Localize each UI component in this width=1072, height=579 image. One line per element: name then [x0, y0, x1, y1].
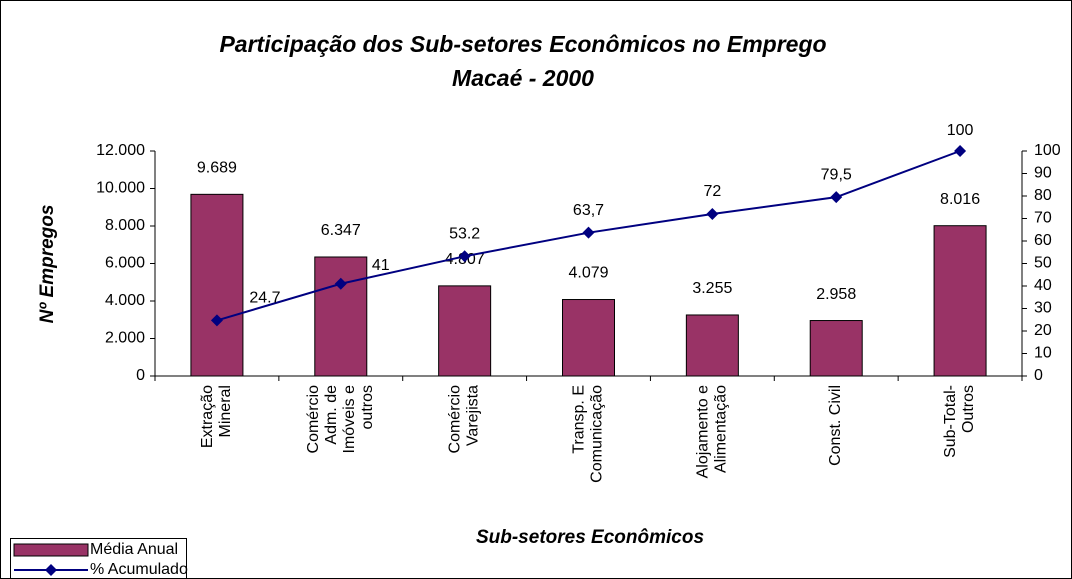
y2-tick-label: 0: [1034, 367, 1043, 384]
y2-tick-label: 80: [1034, 187, 1052, 204]
line-value-label: 24.7: [249, 290, 280, 307]
y-tick-label: 12.000: [96, 142, 145, 159]
y2-tick-label: 20: [1034, 322, 1052, 339]
x-tick-label: Transp. E Comunicação: [570, 385, 606, 483]
legend-swatch: [13, 543, 89, 557]
x-tick-label: Alojamento e Alimentação: [694, 385, 730, 479]
line-value-label: 79,5: [821, 166, 852, 183]
bar: [190, 193, 244, 377]
legend-label: Média Anual: [90, 541, 178, 558]
line-value-label: 100: [947, 122, 974, 139]
y2-tick-label: 60: [1034, 232, 1052, 249]
y2-tick-label: 90: [1034, 165, 1052, 182]
x-tick-label: Extração Mineral: [198, 385, 234, 449]
bar: [809, 320, 863, 377]
line-marker: [458, 250, 471, 263]
bar-value-label: 6.347: [321, 222, 361, 239]
chart-subtitle: Macaé - 2000: [452, 65, 594, 91]
line-value-label: 72: [703, 183, 721, 200]
y-tick-label: 2.000: [105, 330, 145, 347]
x-tick-label: Comércio Adm. de Imóveis e outros: [304, 385, 376, 454]
bar: [933, 225, 987, 377]
x-axis-label: Sub-setores Econômicos: [476, 527, 704, 548]
y2-tick-label: 50: [1034, 255, 1052, 272]
y-tick-label: 0: [136, 367, 145, 384]
bar: [562, 299, 615, 377]
y-tick-label: 10.000: [96, 180, 145, 197]
y-tick-label: 8.000: [105, 217, 145, 234]
y-tick-label: 4.000: [105, 292, 145, 309]
line-marker: [954, 145, 967, 157]
line-marker: [334, 277, 347, 290]
line-value-label: 41: [372, 257, 390, 274]
bar-value-label: 2.958: [816, 286, 856, 303]
bar-value-label: 9.689: [197, 160, 237, 177]
x-tick-label: Const. Civil: [827, 385, 845, 466]
legend-label: % Acumulado: [90, 561, 188, 578]
y-tick-label: 6.000: [105, 255, 145, 272]
bar-value-label: 4.079: [568, 265, 608, 282]
line-value-label: 53.2: [449, 226, 480, 243]
y-axis-label: Nº Empregos: [37, 205, 58, 324]
bar: [438, 285, 492, 377]
bar: [314, 256, 368, 377]
y2-tick-label: 100: [1034, 142, 1061, 159]
bar: [685, 314, 739, 377]
line-marker: [830, 191, 843, 204]
bar-value-label: 3.255: [692, 280, 732, 297]
x-tick-label: Comércio Varejista: [446, 385, 482, 454]
line-marker: [706, 208, 719, 220]
y2-tick-label: 40: [1034, 277, 1052, 294]
y2-tick-label: 10: [1034, 345, 1052, 362]
line-marker: [210, 314, 223, 327]
line-value-label: 63,7: [573, 202, 604, 219]
x-tick-label: Sub-Total- Outros: [942, 385, 978, 458]
line-marker: [582, 226, 595, 239]
chart-title: Participação dos Sub-setores Econômicos …: [219, 31, 826, 57]
bar-value-label: 8.016: [940, 191, 980, 208]
legend-marker: [45, 564, 57, 576]
y2-tick-label: 30: [1034, 300, 1052, 317]
y2-tick-label: 70: [1034, 210, 1052, 227]
